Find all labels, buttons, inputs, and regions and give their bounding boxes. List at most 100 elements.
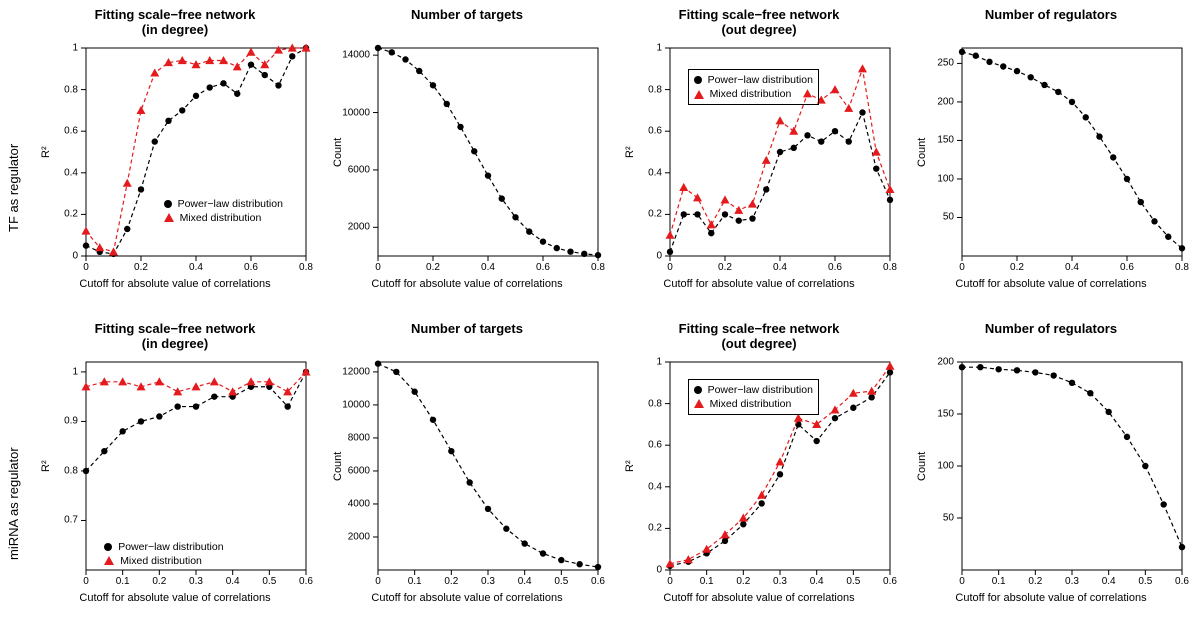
xtick-label: 0.2	[444, 576, 458, 587]
xtick-label: 0	[959, 262, 965, 273]
marker-circle	[83, 468, 89, 474]
legend: Power−law distributionMixed distribution	[159, 194, 288, 228]
series-line-power	[962, 367, 1182, 547]
marker-circle	[389, 49, 395, 55]
circle-icon	[694, 386, 702, 394]
marker-circle	[681, 211, 687, 217]
ytick-label: 0.4	[34, 167, 78, 178]
marker-circle	[207, 84, 213, 90]
marker-circle	[1124, 176, 1130, 182]
marker-circle	[1165, 234, 1171, 240]
triangle-icon	[694, 90, 704, 99]
marker-triangle	[693, 193, 702, 201]
marker-circle	[179, 107, 185, 113]
xtick-label: 0.4	[773, 262, 787, 273]
ytick-label: 0.4	[618, 481, 662, 492]
panel-r2c2: Number of targets00.10.20.30.40.50.62000…	[326, 320, 608, 618]
marker-circle	[1000, 63, 1006, 69]
xtick-label: 0.6	[1175, 576, 1189, 587]
marker-circle	[986, 59, 992, 65]
marker-circle	[804, 132, 810, 138]
ytick-label: 50	[910, 212, 954, 223]
ytick-label: 150	[910, 409, 954, 420]
marker-circle	[667, 249, 673, 255]
xtick-label: 0	[959, 576, 965, 587]
xtick-label: 0.2	[1010, 262, 1024, 273]
xtick-label: 0.4	[810, 576, 824, 587]
legend-label: Power−law distribution	[178, 197, 283, 211]
marker-circle	[284, 403, 290, 409]
legend-row-power: Power−law distribution	[104, 540, 223, 554]
xtick-label: 0.3	[189, 576, 203, 587]
ytick-label: 8000	[326, 432, 370, 443]
marker-circle	[119, 428, 125, 434]
marker-circle	[526, 228, 532, 234]
marker-circle	[375, 360, 381, 366]
marker-circle	[1055, 89, 1061, 95]
marker-circle	[694, 211, 700, 217]
ytick-label: 12000	[326, 366, 370, 377]
xtick-label: 0.2	[134, 262, 148, 273]
xtick-label: 0.4	[518, 576, 532, 587]
marker-circle	[457, 124, 463, 130]
circle-icon	[694, 76, 702, 84]
ytick-label: 0.8	[618, 84, 662, 95]
marker-circle	[1041, 82, 1047, 88]
xlabel: Cutoff for absolute value of correlation…	[618, 592, 900, 604]
ytick-label: 0.6	[618, 126, 662, 137]
legend-label: Power−law distribution	[118, 540, 223, 554]
legend: Power−law distributionMixed distribution	[688, 69, 819, 105]
marker-triangle	[155, 377, 164, 385]
marker-circle	[375, 45, 381, 51]
marker-triangle	[886, 185, 895, 193]
xtick-label: 0.6	[591, 576, 605, 587]
xtick-label: 0.6	[244, 262, 258, 273]
xtick-label: 0.2	[426, 262, 440, 273]
xtick-label: 0.5	[262, 576, 276, 587]
marker-triangle	[789, 127, 798, 135]
xlabel: Cutoff for absolute value of correlation…	[326, 592, 608, 604]
panel-r1c3: Fitting scale−free network (out degree)0…	[618, 6, 900, 304]
ylabel: R²	[40, 460, 52, 472]
xtick-label: 0.4	[189, 262, 203, 273]
marker-circle	[402, 56, 408, 62]
marker-circle	[1179, 544, 1185, 550]
marker-circle	[740, 521, 746, 527]
marker-circle	[832, 415, 838, 421]
legend-row-power: Power−law distribution	[164, 197, 283, 211]
xtick-label: 0.2	[152, 576, 166, 587]
panel-r1c4: Number of regulators00.20.40.60.85010015…	[910, 6, 1192, 304]
ytick-label: 2000	[326, 222, 370, 233]
marker-circle	[152, 138, 158, 144]
ytick-label: 0.6	[618, 440, 662, 451]
marker-circle	[758, 500, 764, 506]
marker-circle	[818, 138, 824, 144]
marker-circle	[138, 418, 144, 424]
xtick-label: 0.6	[1120, 262, 1134, 273]
ylabel: Count	[916, 452, 928, 481]
ytick-label: 0.2	[618, 523, 662, 534]
marker-circle	[124, 226, 130, 232]
ytick-label: 1	[618, 43, 662, 54]
xtick-label: 0.6	[828, 262, 842, 273]
xtick-label: 0.4	[1102, 576, 1116, 587]
marker-circle	[959, 364, 965, 370]
xtick-label: 0.3	[481, 576, 495, 587]
marker-circle	[1069, 99, 1075, 105]
legend-row-mixed: Mixed distribution	[694, 87, 813, 101]
ytick-label: 0	[618, 565, 662, 576]
ytick-label: 2000	[326, 531, 370, 542]
ytick-label: 0.8	[618, 398, 662, 409]
panel-r2c1: Fitting scale−free network (in degree)00…	[34, 320, 316, 618]
marker-circle	[193, 403, 199, 409]
ytick-label: 0	[618, 251, 662, 262]
marker-triangle	[858, 64, 867, 72]
xlabel: Cutoff for absolute value of correlation…	[34, 278, 316, 290]
marker-circle	[1069, 380, 1075, 386]
marker-triangle	[707, 220, 716, 228]
marker-triangle	[679, 183, 688, 191]
marker-circle	[777, 149, 783, 155]
marker-circle	[722, 538, 728, 544]
marker-circle	[959, 49, 965, 55]
xtick-label: 0.5	[554, 576, 568, 587]
